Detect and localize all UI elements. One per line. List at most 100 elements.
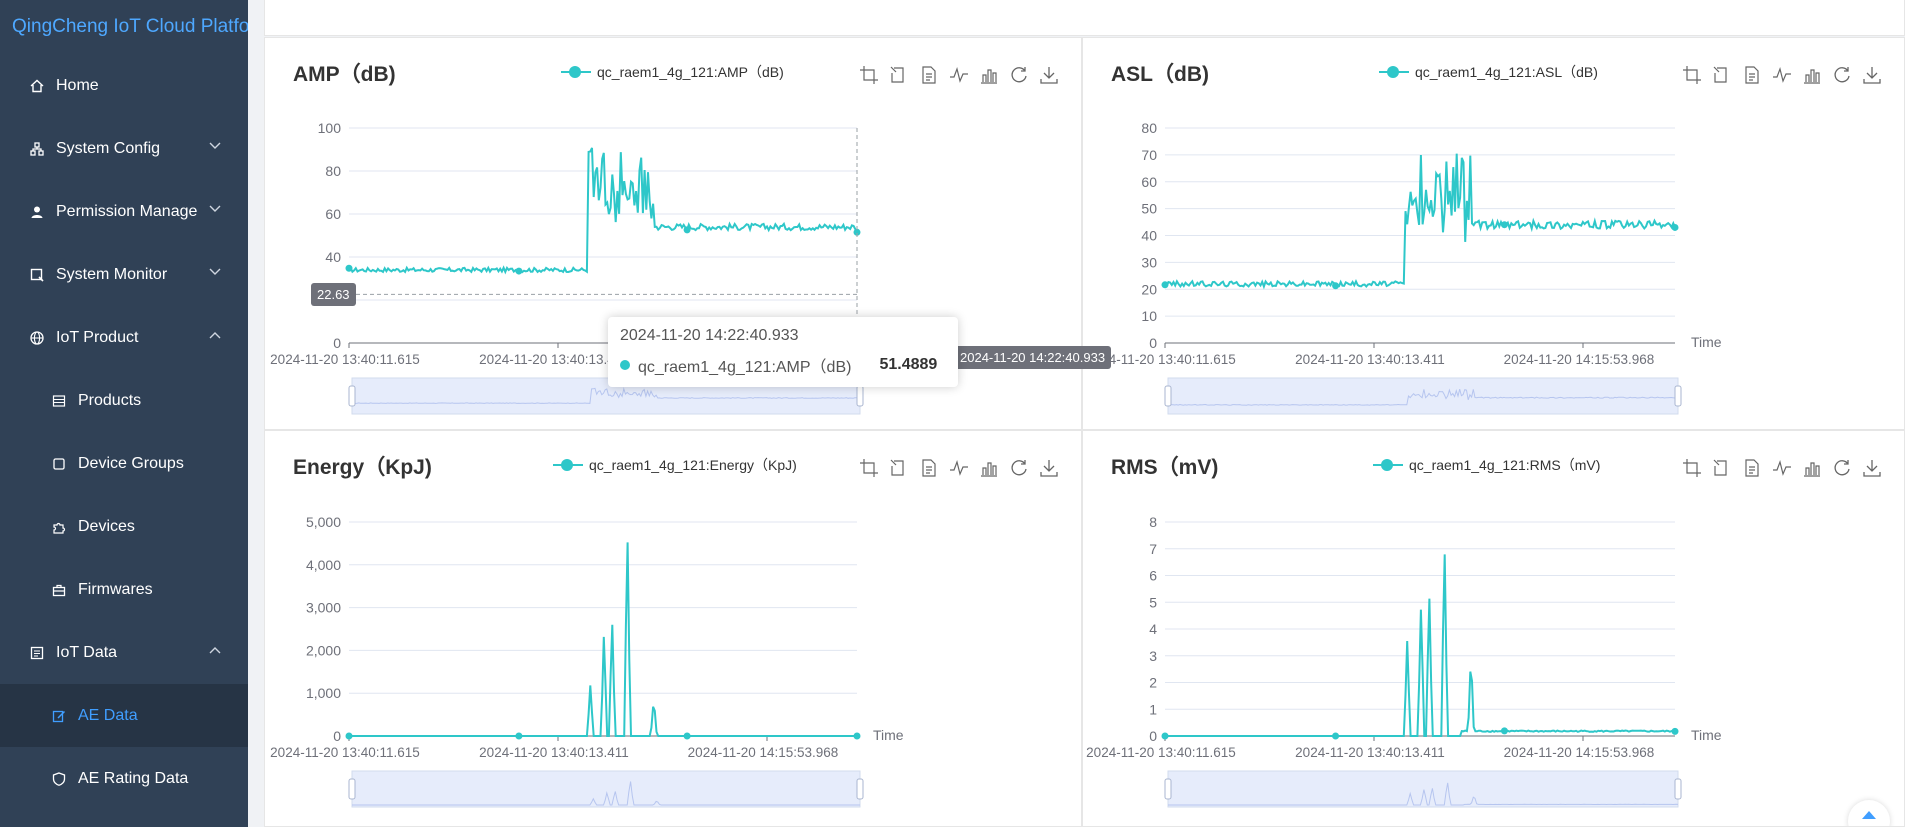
sidebar-item-devices[interactable]: Devices: [0, 495, 248, 558]
data-view-icon[interactable]: [918, 64, 939, 85]
zoom-reset-icon[interactable]: [1711, 457, 1732, 478]
puzzle-icon: [50, 520, 68, 534]
amp-legend-label: qc_raem1_4g_121:AMP（dB): [597, 64, 784, 80]
sidebar-item-ae-rating-data[interactable]: AE Rating Data: [0, 747, 248, 810]
data-view-icon[interactable]: [918, 457, 939, 478]
sidebar-menu: Home System Config Permission Manage System…: [0, 54, 248, 810]
sidebar-item-label: Products: [78, 391, 142, 409]
data-point: [683, 226, 691, 234]
bar-type-icon[interactable]: [1801, 64, 1822, 85]
asl-chart-card: ASL（dB) qc_raem1_4g_121:ASL（dB) 0 10 20 30 4…: [1082, 37, 1905, 430]
y-tick-label: 4: [1149, 621, 1157, 637]
data-point: [1332, 282, 1340, 290]
sidebar-item-iot-data[interactable]: IoT Data: [0, 621, 248, 684]
amp-legend[interactable]: qc_raem1_4g_121:AMP（dB): [561, 62, 784, 82]
sidebar: QingCheng IoT Cloud Platform Home System …: [0, 0, 248, 827]
restore-icon[interactable]: [1008, 457, 1029, 478]
zoom-icon[interactable]: [1681, 64, 1702, 85]
zoom-icon[interactable]: [858, 457, 879, 478]
line-type-icon[interactable]: [1771, 64, 1792, 85]
bar-type-icon[interactable]: [978, 64, 999, 85]
zoom-icon[interactable]: [1681, 457, 1702, 478]
data-point: [1671, 223, 1679, 231]
series-line: [349, 542, 857, 737]
sidebar-item-label: System Monitor: [56, 265, 168, 283]
zoom-slider-preview: [351, 387, 861, 404]
energy-chart-title: Energy（KpJ): [293, 456, 432, 479]
menu-arrow: [208, 202, 222, 216]
line-type-icon[interactable]: [948, 64, 969, 85]
menu-arrow: [208, 328, 222, 342]
download-icon[interactable]: [1038, 64, 1059, 85]
bar-type-icon[interactable]: [1801, 457, 1822, 478]
square-icon: [50, 457, 68, 471]
bar-type-icon[interactable]: [978, 457, 999, 478]
monitor-icon: [28, 268, 46, 282]
restore-icon[interactable]: [1008, 64, 1029, 85]
data-point: [1161, 732, 1169, 740]
sidebar-item-iot-product[interactable]: IoT Product: [0, 306, 248, 369]
sidebar-item-products[interactable]: Products: [0, 369, 248, 432]
rms-legend[interactable]: qc_raem1_4g_121:RMS（mV): [1373, 455, 1600, 475]
tooltip-value: 51.4889: [879, 356, 938, 373]
sidebar-item-firmwares[interactable]: Firmwares: [0, 558, 248, 621]
chevron-down-icon: [209, 268, 221, 275]
line-type-icon[interactable]: [1771, 457, 1792, 478]
zoom-slider-preview: [1168, 782, 1679, 806]
y-tick-label: 80: [1141, 120, 1157, 136]
shield-icon: [50, 771, 68, 786]
chevron-up-icon: [209, 647, 221, 654]
zoom-slider-handle: [1164, 778, 1172, 800]
zoom-reset-icon[interactable]: [1711, 64, 1732, 85]
data-view-icon[interactable]: [1741, 64, 1762, 85]
energy-legend-label: qc_raem1_4g_121:Energy（KpJ): [589, 457, 797, 473]
sidebar-item-label: IoT Data: [56, 643, 118, 661]
sidebar-item-system-monitor[interactable]: System Monitor: [0, 243, 248, 306]
x-tick-label: 2024-11-20 13:40:11.615: [270, 352, 420, 367]
data-view-icon[interactable]: [1741, 457, 1762, 478]
download-icon[interactable]: [1038, 457, 1059, 478]
sidebar-item-system-config[interactable]: System Config: [0, 117, 248, 180]
sidebar-item-home[interactable]: Home: [0, 54, 248, 117]
briefcase-icon: [50, 583, 68, 597]
sidebar-item-permission-manage[interactable]: Permission Manage: [0, 180, 248, 243]
rms-legend-label: qc_raem1_4g_121:RMS（mV): [1409, 457, 1601, 473]
rms-chart-title: RMS（mV): [1111, 456, 1219, 479]
restore-icon[interactable]: [1831, 457, 1852, 478]
chevron-down-icon: [209, 142, 221, 149]
x-axis-pointer-label: 2024-11-20 14:22:40.933: [954, 346, 1112, 369]
energy-chart-card: Energy（KpJ) qc_raem1_4g_121:Energy（KpJ) …: [264, 430, 1082, 827]
list-icon: [50, 394, 68, 408]
chart-plot: 0 10 20 30 40 50 60 70 80 2024-11-20 13:40:11.615…: [1086, 120, 1722, 415]
zoom-reset-icon[interactable]: [888, 457, 909, 478]
restore-icon[interactable]: [1831, 64, 1852, 85]
data-point: [1500, 727, 1508, 735]
rms-chart-card: RMS（mV) qc_raem1_4g_121:RMS（mV) 0 1 2 3 4 5 6 7…: [1082, 430, 1905, 827]
y-tick-label: 70: [1141, 147, 1157, 163]
sidebar-item-label: Permission Manage: [56, 202, 198, 220]
data-point: [1332, 732, 1340, 740]
y-tick-label: 5,000: [306, 514, 341, 530]
zoom-slider-handle: [348, 385, 356, 407]
asl-legend-label: qc_raem1_4g_121:ASL（dB): [1415, 64, 1598, 80]
x-axis-title: Time: [1691, 727, 1722, 743]
asl-legend[interactable]: qc_raem1_4g_121:ASL（dB): [1379, 62, 1598, 82]
zoom-icon[interactable]: [858, 64, 879, 85]
sidebar-item-ae-data[interactable]: AE Data: [0, 684, 248, 747]
x-tick-label: 2024-11-20 13:40:13.411: [479, 745, 629, 760]
download-icon[interactable]: [1861, 457, 1882, 478]
chart-plot: 0 40 60 80 100 2024-11-20 13:40:11.615 2024-11…: [270, 120, 904, 415]
data-point: [1161, 281, 1169, 289]
sidebar-item-label: AE Rating Data: [78, 769, 189, 787]
amp-toolbox: [858, 64, 1059, 85]
sidebar-item-device-groups[interactable]: Device Groups: [0, 432, 248, 495]
line-type-icon[interactable]: [948, 457, 969, 478]
y-tick-label: 5: [1149, 594, 1157, 610]
chevron-up-icon: [209, 332, 221, 339]
download-icon[interactable]: [1861, 64, 1882, 85]
zoom-reset-icon[interactable]: [888, 64, 909, 85]
energy-legend[interactable]: qc_raem1_4g_121:Energy（KpJ): [553, 455, 797, 475]
asl-toolbox: [1681, 64, 1882, 85]
y-tick-label: 0: [1149, 335, 1157, 351]
x-tick-label: 2024-11-20 13:40:13.411: [1295, 352, 1445, 367]
